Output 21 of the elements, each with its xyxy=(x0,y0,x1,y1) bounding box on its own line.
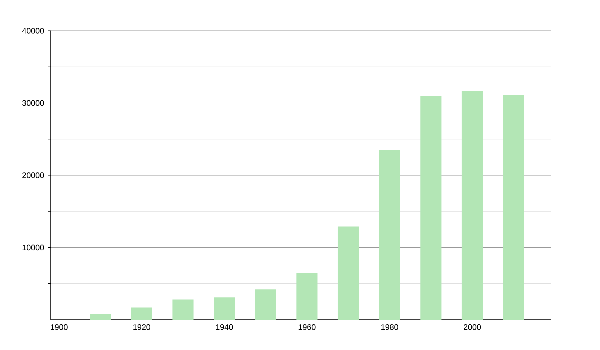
bar xyxy=(379,150,400,320)
bar xyxy=(131,308,152,320)
x-tick-label: 1940 xyxy=(216,324,234,330)
x-tick-label: 1900 xyxy=(50,324,68,330)
bar xyxy=(420,96,442,320)
x-tick-label: 1920 xyxy=(134,324,150,330)
x-tick-label: 1960 xyxy=(298,324,316,330)
y-tick-label: 30000 xyxy=(22,100,44,106)
bar xyxy=(90,314,112,320)
x-tick-label: 2000 xyxy=(464,324,482,330)
x-tick-label: 1980 xyxy=(382,324,398,330)
bar xyxy=(172,300,194,320)
bar xyxy=(338,226,360,320)
bar xyxy=(296,273,318,320)
bar xyxy=(255,290,276,320)
bar xyxy=(503,95,524,320)
bar xyxy=(462,90,484,320)
bar xyxy=(214,298,236,320)
y-tick-label: 20000 xyxy=(22,172,44,178)
y-tick-label: 40000 xyxy=(22,28,44,34)
y-tick-label: 10000 xyxy=(22,244,44,251)
